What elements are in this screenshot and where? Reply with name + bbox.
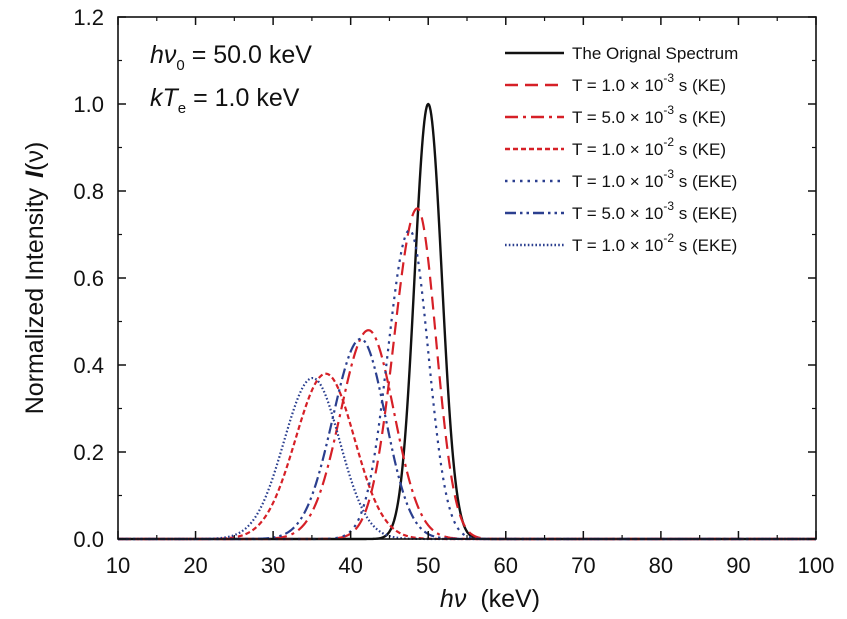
legend-entry-label: T = 1.0 × 10-2 s (EKE) [572, 231, 737, 255]
annotations: hν0 = 50.0 keV kTe = 1.0 keV [150, 41, 312, 117]
legend-entry-label: The Orignal Spectrum [572, 44, 738, 63]
legend-entry-label: T = 5.0 × 10-3 s (EKE) [572, 199, 737, 223]
legend: The Orignal Spectrum T = 1.0 × 10-3 s (KE… [505, 44, 738, 255]
y-tick-label: 1.0 [73, 92, 104, 117]
plot-curves [117, 102, 817, 541]
x-tick-label: 30 [261, 553, 285, 578]
series-line [117, 372, 817, 541]
y-tick-label: 0.8 [73, 179, 104, 204]
x-axis-ticks: 10 20 30 40 50 60 70 80 90 100 [106, 17, 835, 578]
y-tick-label: 0.2 [73, 440, 104, 465]
series-line [117, 229, 817, 541]
series-line [117, 329, 817, 541]
x-tick-label: 70 [571, 553, 595, 578]
legend-entry-label: T = 1.0 × 10-3 s (KE) [572, 71, 726, 95]
x-tick-label: 80 [649, 553, 673, 578]
x-tick-label: 10 [106, 553, 130, 578]
x-tick-label: 50 [416, 553, 440, 578]
series-line [117, 337, 817, 541]
legend-entry-label: T = 5.0 × 10-3 s (KE) [572, 103, 726, 127]
x-tick-label: 40 [338, 553, 362, 578]
x-tick-label: 20 [183, 553, 207, 578]
series-line [117, 207, 817, 541]
y-tick-label: 0.4 [73, 353, 104, 378]
parameter-annotation: hν0 = 50.0 keV [150, 41, 312, 74]
x-tick-label: 60 [494, 553, 518, 578]
legend-entry-label: T = 1.0 × 10-3 s (EKE) [572, 167, 737, 191]
y-axis-label-main: Normalized Intensity [21, 187, 49, 414]
x-axis-label-unit: (keV) [480, 585, 540, 613]
y-tick-label: 0.0 [73, 527, 104, 552]
y-tick-label: 0.6 [73, 266, 104, 291]
x-tick-label: 90 [726, 553, 750, 578]
y-axis-label-arg: (ν) [21, 142, 49, 171]
y-axis-label-symbol: I [21, 170, 49, 178]
x-tick-label: 100 [798, 553, 835, 578]
parameter-annotation: kTe = 1.0 keV [150, 84, 300, 117]
y-axis-ticks: 0.0 0.2 0.4 0.6 0.8 1.0 1.2 [73, 5, 816, 552]
y-axis-label: Normalized Intensity I(ν) [21, 142, 49, 415]
x-axis-label: hν (keV) [440, 585, 540, 613]
x-axis-label-main: hν [440, 585, 467, 613]
series-line [117, 376, 817, 541]
series-line [117, 102, 817, 541]
y-tick-label: 1.2 [73, 5, 104, 30]
legend-entry-label: T = 1.0 × 10-2 s (KE) [572, 135, 726, 159]
